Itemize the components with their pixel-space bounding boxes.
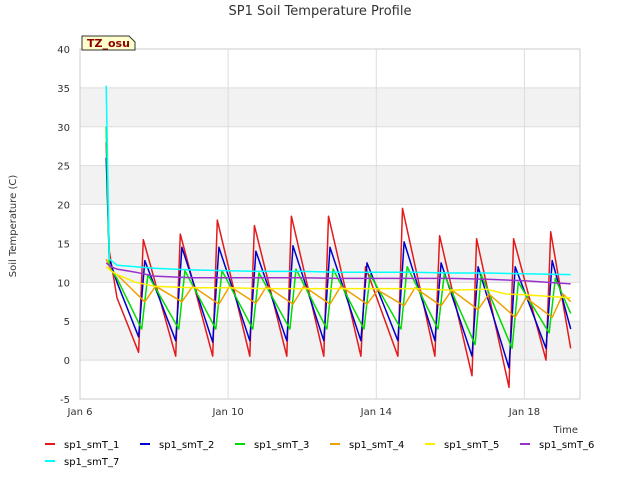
legend-label: sp1_smT_1: [64, 440, 119, 451]
tz-tag-label: TZ_osu: [87, 37, 130, 50]
series-line-sp1_smT_3: [105, 126, 572, 350]
chart-title: SP1 Soil Temperature Profile: [229, 4, 412, 19]
legend: sp1_smT_1 sp1_smT_2 sp1_smT_3 sp1_smT_4 sp1_…: [45, 440, 594, 468]
legend-label: sp1_smT_7: [64, 457, 119, 468]
legend-label: sp1_smT_5: [444, 440, 499, 451]
y-tick-label: 30: [57, 123, 70, 134]
series-line-sp1_smT_5: [105, 266, 571, 299]
plot-band: [80, 165, 580, 205]
x-tick-label: Jan 10: [211, 407, 243, 418]
series-lines: [105, 85, 572, 389]
y-tick-label: 35: [57, 84, 70, 95]
series-line-sp1_smT_4: [105, 258, 572, 319]
y-tick-label: 5: [64, 317, 70, 328]
x-tick-label: Jan 18: [508, 407, 540, 418]
legend-item-sp1_smT_1: sp1_smT_1: [45, 440, 119, 451]
y-axis-label: Soil Temperature (C): [8, 175, 19, 278]
tz-tag: TZ_osu: [81, 35, 136, 51]
legend-item-sp1_smT_7: sp1_smT_7: [45, 457, 119, 468]
legend-item-sp1_smT_2: sp1_smT_2: [140, 440, 214, 451]
legend-label: sp1_smT_4: [349, 440, 404, 451]
plot-band: [80, 87, 580, 127]
x-axis-ticks: Jan 6 Jan 10 Jan 14 Jan 18: [67, 407, 541, 418]
series-line-sp1_smT_7: [105, 85, 571, 276]
y-tick-label: 40: [57, 45, 70, 56]
series-line-sp1_smT_6: [105, 262, 571, 285]
x-tick-label: Jan 6: [67, 407, 93, 418]
y-axis-ticks: -5 0 5 10 15 20 25 30 35 40: [57, 45, 70, 406]
y-tick-label: 10: [57, 278, 70, 289]
y-tick-label: -5: [60, 395, 70, 406]
y-tick-label: 0: [64, 356, 70, 367]
legend-label: sp1_smT_2: [159, 440, 214, 451]
series-line-sp1_smT_2: [105, 157, 572, 369]
y-tick-label: 15: [57, 239, 70, 250]
y-tick-label: 25: [57, 162, 70, 173]
legend-item-sp1_smT_4: sp1_smT_4: [330, 440, 404, 451]
legend-label: sp1_smT_3: [254, 440, 309, 451]
legend-item-sp1_smT_6: sp1_smT_6: [520, 440, 594, 451]
x-axis-label: Time: [553, 425, 578, 436]
y-tick-label: 20: [57, 201, 70, 212]
legend-item-sp1_smT_5: sp1_smT_5: [425, 440, 499, 451]
legend-item-sp1_smT_3: sp1_smT_3: [235, 440, 309, 451]
legend-label: sp1_smT_6: [539, 440, 594, 451]
x-tick-label: Jan 14: [360, 407, 392, 418]
plot-border: [79, 48, 581, 400]
